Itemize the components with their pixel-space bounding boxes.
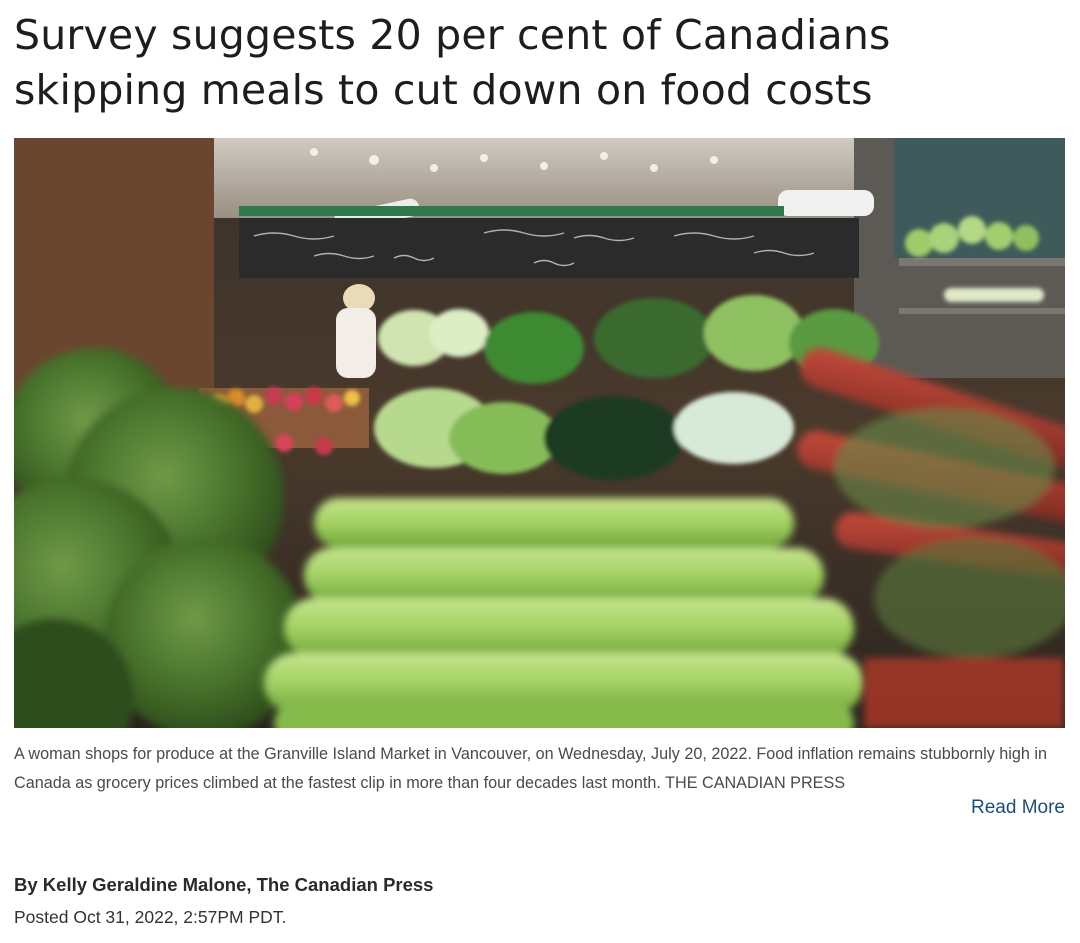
article-photo[interactable] [14, 138, 1065, 728]
article-byline: By Kelly Geraldine Malone, The Canadian … [14, 874, 434, 895]
produce-market-image [14, 138, 1065, 728]
article-headline: Survey suggests 20 per cent of Canadians… [14, 11, 891, 114]
caption-text: A woman shops for produce at the Granvil… [14, 745, 1047, 792]
photo-caption: A woman shops for produce at the Granvil… [14, 740, 1066, 798]
read-more-link[interactable]: Read More [971, 797, 1065, 818]
posted-timestamp: Posted Oct 31, 2022, 2:57PM PDT. [14, 907, 287, 927]
